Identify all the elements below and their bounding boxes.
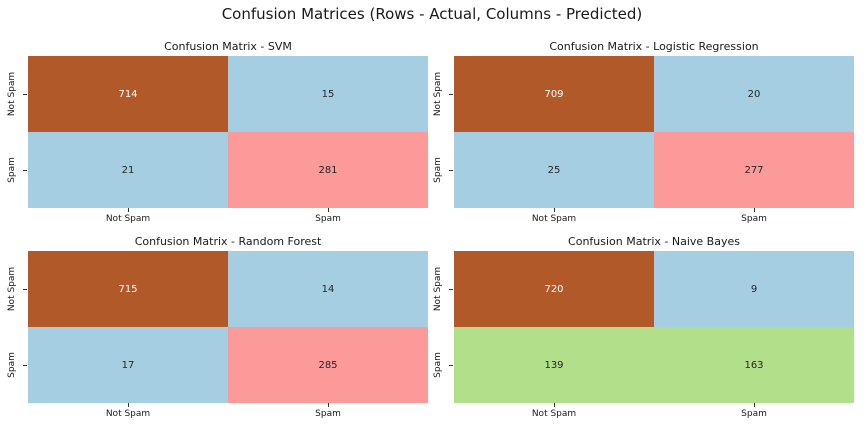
y-tick-label: Spam (7, 157, 17, 183)
x-tick-mark (554, 208, 555, 212)
y-tick-label: Spam (433, 352, 443, 378)
heatmap: 709 20 25 277 Not Spam Spam Not Spam Spam (433, 56, 854, 224)
y-tick-label: Spam (433, 157, 443, 183)
heatmap-cell: 277 (654, 132, 854, 208)
heatmap-cell: 281 (228, 132, 428, 208)
heatmap-panel: Confusion Matrix - Random Forest 715 14 17 2… (7, 235, 428, 420)
x-tick-mark (128, 403, 129, 407)
panel-title: Confusion Matrix - Naive Bayes (568, 235, 740, 248)
x-tick-label: Not Spam (531, 214, 577, 224)
x-tick-label: Not Spam (105, 214, 151, 224)
x-tick-mark (328, 403, 329, 407)
y-tick-label: Not Spam (7, 71, 17, 117)
heatmap-cell: 709 (454, 56, 654, 132)
y-tick-label: Spam (7, 352, 17, 378)
heatmap-panel: Confusion Matrix - Logistic Regression 70… (433, 40, 854, 225)
heatmap-cell: 15 (228, 56, 428, 132)
figure-title: Confusion Matrices (Rows - Actual, Colum… (221, 5, 643, 23)
panel-title: Confusion Matrix - SVM (164, 40, 292, 53)
y-tick-mark (23, 289, 27, 290)
heatmap-cell: 139 (454, 327, 654, 403)
y-tick-label: Not Spam (7, 266, 17, 312)
x-tick-mark (754, 208, 755, 212)
x-tick-mark (128, 208, 129, 212)
heatmap-cell: 285 (228, 327, 428, 403)
x-tick-label: Spam (741, 214, 767, 224)
heatmap-panel: Confusion Matrix - Naive Bayes 720 9 139 163… (433, 235, 854, 420)
x-tick-mark (754, 403, 755, 407)
heatmap-cell: 17 (28, 327, 228, 403)
x-tick-label: Spam (315, 214, 341, 224)
heatmap: 715 14 17 285 Not Spam Spam Not Spam Spam (7, 251, 428, 419)
heatmap-cell: 9 (654, 251, 854, 327)
y-tick-mark (23, 365, 27, 366)
x-tick-mark (554, 403, 555, 407)
panel-title: Confusion Matrix - Random Forest (134, 235, 322, 248)
y-tick-mark (449, 94, 453, 95)
heatmap-cell: 720 (454, 251, 654, 327)
heatmap-cell: 14 (228, 251, 428, 327)
x-tick-label: Not Spam (105, 409, 151, 419)
y-tick-mark (449, 365, 453, 366)
heatmap-panel: Confusion Matrix - SVM 714 15 21 281 Not Spam… (7, 40, 428, 225)
x-tick-label: Spam (315, 409, 341, 419)
y-tick-mark (23, 94, 27, 95)
x-tick-label: Spam (741, 409, 767, 419)
y-tick-label: Not Spam (433, 71, 443, 117)
heatmap-cell: 714 (28, 56, 228, 132)
y-tick-label: Not Spam (433, 266, 443, 312)
heatmap: 720 9 139 163 Not Spam Spam Not Spam Spam (433, 251, 854, 419)
x-tick-label: Not Spam (531, 409, 577, 419)
heatmap-cell: 25 (454, 132, 654, 208)
y-tick-mark (23, 170, 27, 171)
heatmap-cell: 20 (654, 56, 854, 132)
panel-title: Confusion Matrix - Logistic Regression (549, 40, 759, 53)
y-tick-mark (449, 289, 453, 290)
heatmap: 714 15 21 281 Not Spam Spam Not Spam Spam (7, 56, 428, 224)
y-tick-mark (449, 170, 453, 171)
heatmap-cell: 715 (28, 251, 228, 327)
heatmap-cell: 21 (28, 132, 228, 208)
x-tick-mark (328, 208, 329, 212)
heatmap-cell: 163 (654, 327, 854, 403)
